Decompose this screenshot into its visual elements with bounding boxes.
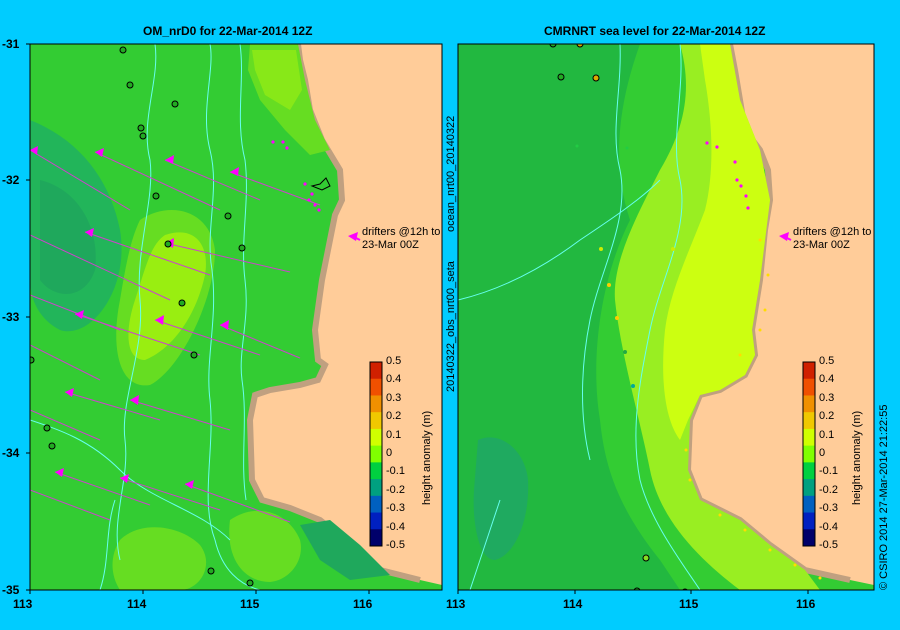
colorbar-segment [370, 428, 382, 447]
coastal-islands [310, 177, 331, 191]
file-label: 20140322_obs_nrt00_seta [445, 261, 457, 392]
x-tick-label: 116 [353, 597, 373, 611]
drifter-legend-arrow-tail [351, 235, 361, 241]
colorbar-tick-label: 0.2 [386, 410, 402, 423]
colorbar-segment [370, 362, 382, 380]
colorbar-tick-label: -0.2 [386, 483, 405, 496]
colorbar-right [802, 361, 816, 547]
colorbar-tick-label: -0.5 [386, 539, 405, 551]
y-tick-label: -33 [2, 310, 20, 324]
colorbar-segment [803, 412, 815, 430]
x-tick-label: 113 [446, 597, 466, 611]
anomaly-high-southeast [300, 520, 390, 580]
drifter-tracks [30, 149, 321, 523]
drifter-note-line2: 23-Mar 00Z [793, 239, 850, 251]
colorbar-segment [803, 378, 815, 396]
colorbar-frame [802, 361, 816, 547]
drifter-note-line1: drifters @12h to [362, 226, 441, 238]
anomaly-high-north-2 [252, 50, 302, 110]
obs-stations [30, 46, 254, 587]
colorbar-segment [370, 462, 382, 480]
colorbar-segment [370, 479, 382, 497]
drifter-arrowheads [30, 146, 239, 489]
colorbar-tick-label: -0.4 [819, 520, 838, 533]
x-tick-label: 115 [679, 597, 699, 611]
colorbar-label-left: height anomaly (m) [421, 410, 433, 505]
colorbar-tick-label: 0.1 [819, 428, 835, 441]
colorbar-tick-label: 0 [819, 447, 826, 459]
colorbar-tick-label: 0.4 [819, 373, 835, 386]
colorbar-tick-label: -0.3 [386, 502, 405, 515]
drifter-legend-arrow-tail-right [782, 235, 792, 241]
drifter-note-line1: drifters @12h to [793, 226, 872, 238]
colorbar-segment [370, 529, 382, 547]
colorbar-tick-label: 0 [386, 447, 393, 459]
colorbar-segment [803, 445, 815, 463]
x-tick-label: 113 [13, 597, 33, 611]
left-panel-title: OM_nrD0 for 22-Mar-2014 12Z [143, 24, 313, 38]
colorbar-segment [803, 362, 815, 380]
right-panel-frame [457, 43, 875, 591]
drifter-positions [271, 140, 321, 212]
y-tick-label: -35 [2, 583, 20, 597]
drifter-note-line2: 23-Mar 00Z [362, 239, 419, 251]
y-tick-label: -32 [2, 173, 20, 187]
colorbar-segment [370, 378, 382, 396]
colorbar-segment [803, 495, 815, 514]
colorbar-label-right: height anomaly (m) [851, 410, 863, 505]
colorbar-tick-label: 0.5 [819, 355, 835, 367]
credit-label: © CSIRO 2014 27-Mar-2014 21:22:55 [878, 404, 890, 590]
anomaly-low-region-2 [40, 180, 96, 294]
colorbar-tick-label: -0.5 [819, 539, 838, 551]
x-tick-label: 116 [796, 597, 816, 611]
colorbar-segment [370, 495, 382, 514]
bathymetry-contours-right [458, 44, 701, 590]
x-tick-label: 115 [240, 597, 260, 611]
colorbar-tick-label: 0.1 [386, 428, 402, 441]
obs-points-right [575, 144, 822, 580]
colorbar-segment [803, 462, 815, 480]
colorbar-segment [370, 412, 382, 430]
colorbar-segment [803, 428, 815, 447]
anomaly-peak [128, 232, 206, 360]
colorbar-tick-label: -0.1 [386, 465, 405, 478]
ocean-label: ocean_nrt00_20140322 [445, 115, 457, 232]
colorbar-tick-label: -0.1 [819, 465, 838, 478]
colorbar-tick-label: 0.5 [386, 355, 402, 367]
colorbar-tick-label: -0.4 [386, 520, 405, 533]
right-axis-ticks [457, 590, 809, 594]
x-tick-label: 114 [563, 597, 583, 611]
colorbar-tick-label: 0.4 [386, 373, 402, 386]
colorbar-segment [803, 529, 815, 547]
left-axis-ticks [26, 43, 370, 594]
colorbar-tick-label: 0.3 [819, 391, 835, 404]
colorbar-segment [803, 512, 815, 530]
anomaly-low-patch [473, 437, 529, 560]
colorbar-left [369, 361, 383, 547]
colorbar-segment [803, 395, 815, 413]
colorbar-tick-label: 0.3 [386, 391, 402, 404]
drifter-note-right: drifters @12h to 23-Mar 00Z [793, 226, 871, 252]
drifter-note-left: drifters @12h to 23-Mar 00Z [362, 226, 440, 252]
x-tick-label: 114 [127, 597, 147, 611]
anomaly-coastal-peak [663, 44, 770, 440]
right-panel-title: CMRNRT sea level for 22-Mar-2014 12Z [544, 24, 766, 38]
colorbar-segment [370, 512, 382, 530]
colorbar-frame [369, 361, 383, 547]
colorbar-segment [803, 479, 815, 497]
anomaly-high-south-2 [229, 510, 301, 582]
colorbar-tick-label: -0.2 [819, 483, 838, 496]
drifter-positions-right [705, 141, 750, 210]
colorbar-tick-label: -0.3 [819, 502, 838, 515]
y-tick-label: -34 [2, 446, 20, 460]
colorbar-segment [370, 445, 382, 463]
colorbar-segment [370, 395, 382, 413]
anomaly-high-south [112, 527, 207, 590]
colorbar-tick-label: 0.2 [819, 410, 835, 423]
y-tick-label: -31 [2, 37, 20, 51]
bathymetry-contours [30, 44, 261, 590]
